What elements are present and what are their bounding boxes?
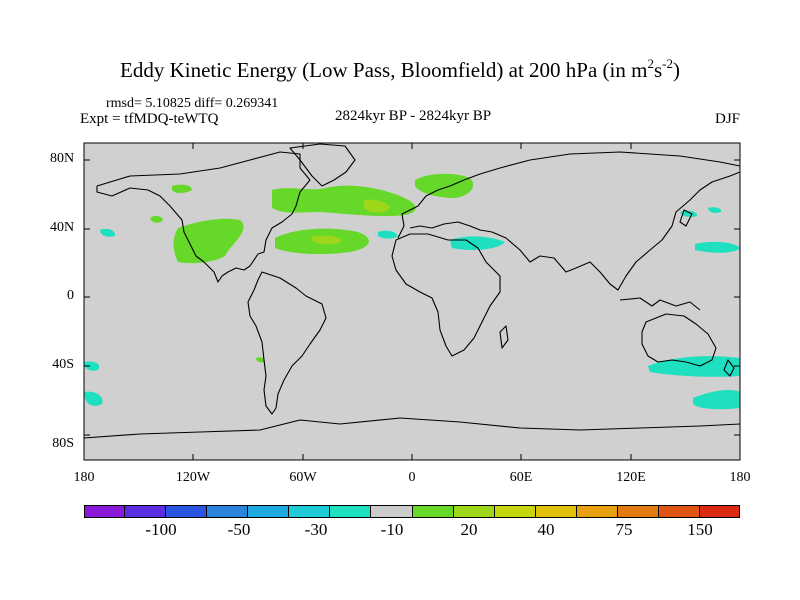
colorbar-label-40: 40 <box>537 520 555 539</box>
coast-greenland <box>289 143 356 187</box>
patch-green-pacific-small <box>150 215 163 223</box>
coast-eurasia-north <box>397 151 741 239</box>
colorbar-label-neg30: -30 <box>304 520 328 539</box>
colorbar-cell <box>699 505 740 518</box>
map-background <box>84 143 740 460</box>
lat-label-40s: 40S <box>52 357 74 372</box>
coast-madagascar <box>499 325 509 349</box>
colorbar <box>84 505 740 518</box>
patch-cyan-atlantic <box>378 230 398 239</box>
colorbar-cell <box>412 505 454 518</box>
colorbar-label-neg100: -100 <box>145 520 177 539</box>
lon-label-120e: 120E <box>616 470 646 485</box>
coast-africa <box>391 233 501 357</box>
lat-label-0: 0 <box>67 288 74 303</box>
lat-label-40n: 40N <box>50 220 75 235</box>
lon-label-120w: 120W <box>175 470 211 485</box>
colorbar-label-20: 20 <box>460 520 478 539</box>
coast-antarctica <box>83 417 741 439</box>
colorbar-cell <box>84 505 126 518</box>
patch-green-europe <box>415 173 474 198</box>
lon-label-180w: 180 <box>73 470 95 485</box>
colorbar-cell <box>658 505 700 518</box>
patch-yellowgreen-atlantic <box>364 199 390 213</box>
colorbar-label-75: 75 <box>615 520 633 539</box>
patch-cyan-southern-ocean <box>693 390 740 410</box>
lon-label-60e: 60E <box>509 470 533 485</box>
colorbar-label-150: 150 <box>687 520 713 539</box>
coast-japan <box>679 209 693 227</box>
lat-label-80s: 80S <box>52 436 74 451</box>
patch-cyan-pacific-east <box>708 207 722 213</box>
coast-new-zealand <box>723 359 735 377</box>
colorbar-cell <box>576 505 618 518</box>
colorbar-cell <box>453 505 495 518</box>
lat-label-80n: 80N <box>50 151 75 166</box>
colorbar-cell <box>166 505 208 518</box>
patch-cyan-south-pacific-west <box>84 361 100 371</box>
lon-label-60w: 60W <box>289 470 317 485</box>
anomaly-patches <box>84 173 740 410</box>
patch-green-na-west <box>173 218 244 264</box>
patch-cyan-japan <box>680 210 698 217</box>
colorbar-cell <box>494 505 536 518</box>
lon-label-180e: 180 <box>729 470 751 485</box>
plot-title: Eddy Kinetic Energy (Low Pass, Bloomfiel… <box>120 56 680 82</box>
colorbar-cell <box>248 505 290 518</box>
coast-australia <box>641 313 717 367</box>
coast-south-america <box>247 271 327 415</box>
patch-cyan-pacific <box>100 228 116 237</box>
lon-label-0: 0 <box>408 470 416 485</box>
colorbar-cell <box>617 505 659 518</box>
experiment-label: Expt = tfMDQ-teWTQ <box>80 111 219 127</box>
period-label: 2824kyr BP - 2824kyr BP <box>334 108 492 124</box>
season-label: DJF <box>714 111 740 127</box>
axis-ticks <box>84 143 740 460</box>
coast-north-america <box>96 151 311 283</box>
patch-yellowgreen-mid <box>312 235 342 245</box>
coastlines <box>83 143 741 439</box>
colorbar-cell <box>207 505 249 518</box>
colorbar-cell <box>371 505 413 518</box>
stats-text: rmsd= 5.10825 diff= 0.269341 <box>106 96 279 111</box>
patch-green-alaska <box>172 184 192 193</box>
coast-asia-south <box>491 171 741 291</box>
colorbar-cell <box>535 505 577 518</box>
patch-green-south-america <box>256 357 265 363</box>
coast-mediterranean <box>409 221 493 233</box>
colorbar-cell <box>289 505 331 518</box>
patch-cyan-australia <box>648 356 740 377</box>
colorbar-cell <box>125 505 167 518</box>
patch-cyan-pacific-nw <box>695 241 740 253</box>
patch-cyan-south-pacific-west2 <box>84 391 103 406</box>
colorbar-cell <box>330 505 372 518</box>
colorbar-label-neg10: -10 <box>380 520 404 539</box>
coast-indonesia <box>619 297 701 311</box>
colorbar-label-neg50: -50 <box>227 520 251 539</box>
